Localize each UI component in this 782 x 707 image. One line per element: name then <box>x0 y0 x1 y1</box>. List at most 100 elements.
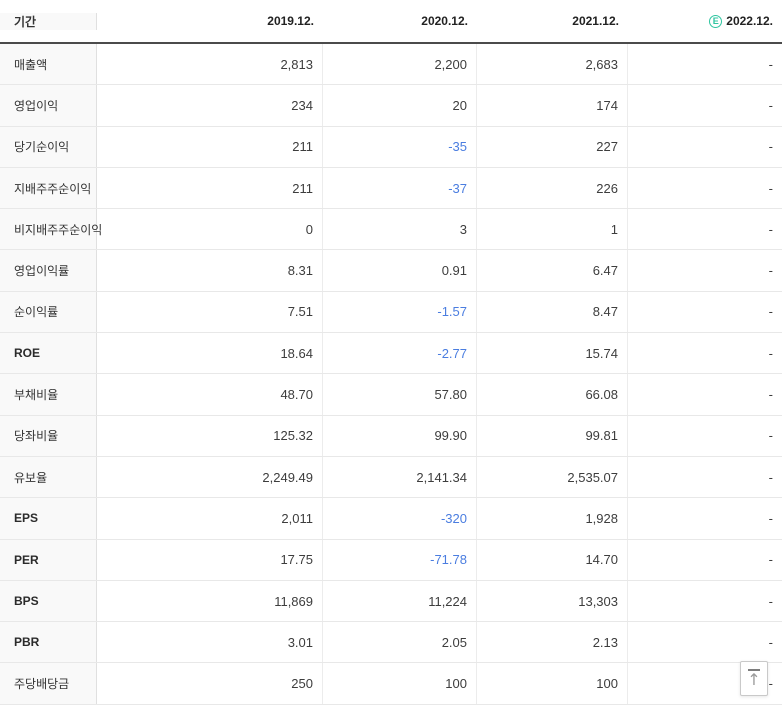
cell-value: 11,869 <box>97 580 323 622</box>
row-label: 주당배당금 <box>0 663 97 704</box>
row-label: 당기순이익 <box>0 126 97 167</box>
cell-value: 250 <box>97 663 323 704</box>
cell-value: 1,928 <box>477 498 628 539</box>
cell-value: -1.57 <box>323 291 477 333</box>
row-label: ROE <box>0 333 97 374</box>
row-label: BPS <box>0 580 97 622</box>
row-label: 순이익률 <box>0 291 97 333</box>
row-label: 부채비율 <box>0 374 97 415</box>
cell-value: -37 <box>323 167 477 209</box>
table-row: 유보율 2,249.49 2,141.34 2,535.07 - <box>0 456 782 499</box>
column-header-2020-12: 2020.12. <box>421 14 468 28</box>
cell-value: 174 <box>477 85 628 126</box>
cell-value: - <box>768 634 773 650</box>
table-row: 주당배당금 250 100 100 - <box>0 663 782 705</box>
cell-value: 7.51 <box>97 291 323 333</box>
top-bar-icon <box>748 669 760 671</box>
cell-value: - <box>768 387 773 403</box>
cell-value: -35 <box>323 126 477 167</box>
cell-value: 48.70 <box>97 374 323 415</box>
cell-value: -71.78 <box>323 539 477 580</box>
cell-value: 57.80 <box>323 374 477 415</box>
cell-value: 100 <box>323 663 477 704</box>
column-header-2022-12-label: 2022.12. <box>726 14 773 28</box>
cell-value: 100 <box>477 663 628 704</box>
cell-value: 2,249.49 <box>97 456 323 498</box>
cell-value: 2,813 <box>97 44 323 85</box>
cell-value: - <box>768 263 773 279</box>
cell-value: 125.32 <box>97 415 323 456</box>
cell-value: 2,535.07 <box>477 456 628 498</box>
table-row: 영업이익률 8.31 0.91 6.47 - <box>0 250 782 292</box>
cell-value: 0 <box>97 209 323 250</box>
cell-value: 226 <box>477 167 628 209</box>
row-label: 영업이익률 <box>0 250 97 291</box>
cell-value: 17.75 <box>97 539 323 580</box>
column-header-2019-12: 2019.12. <box>267 14 314 28</box>
cell-value: - <box>768 593 773 609</box>
row-label: 지배주주순이익 <box>0 167 97 209</box>
cell-value: - <box>768 97 773 113</box>
cell-value: - <box>768 676 773 692</box>
table-row: BPS 11,869 11,224 13,303 - <box>0 580 782 623</box>
scroll-to-top-button[interactable]: ↑ <box>740 661 768 696</box>
up-arrow-icon: ↑ <box>747 670 761 689</box>
table-row: EPS 2,011 -320 1,928 - <box>0 498 782 540</box>
period-column-header: 기간 <box>0 12 97 30</box>
cell-value: 2,011 <box>97 498 323 539</box>
cell-value: 2,683 <box>477 44 628 85</box>
cell-value: - <box>768 428 773 444</box>
row-label: PBR <box>0 622 97 663</box>
cell-value: 99.81 <box>477 415 628 456</box>
cell-value: 14.70 <box>477 539 628 580</box>
row-label: 유보율 <box>0 456 97 498</box>
cell-value: 18.64 <box>97 333 323 374</box>
cell-value: 211 <box>97 126 323 167</box>
table-row: 부채비율 48.70 57.80 66.08 - <box>0 374 782 416</box>
row-label: 영업이익 <box>0 85 97 126</box>
cell-value: - <box>768 510 773 526</box>
row-label: 당좌비율 <box>0 415 97 456</box>
cell-value: 3.01 <box>97 622 323 663</box>
cell-value: -320 <box>323 498 477 539</box>
cell-value: 0.91 <box>323 250 477 291</box>
table-row: 순이익률 7.51 -1.57 8.47 - <box>0 291 782 334</box>
row-label: 비지배주주순이익 <box>0 209 102 250</box>
cell-value: 15.74 <box>477 333 628 374</box>
cell-value: - <box>768 139 773 155</box>
table-row: 영업이익 234 20 174 - <box>0 85 782 127</box>
cell-value: 99.90 <box>323 415 477 456</box>
column-header-2021-12: 2021.12. <box>572 14 619 28</box>
cell-value: - <box>768 469 773 485</box>
cell-value: 227 <box>477 126 628 167</box>
cell-value: 2.13 <box>477 622 628 663</box>
estimate-badge-icon: E <box>709 14 723 28</box>
cell-value: - <box>768 345 773 361</box>
row-label: 매출액 <box>0 44 97 85</box>
cell-value: 234 <box>97 85 323 126</box>
cell-value: 211 <box>97 167 323 209</box>
cell-value: 20 <box>323 85 477 126</box>
cell-value: 3 <box>323 209 477 250</box>
cell-value: 8.31 <box>97 250 323 291</box>
cell-value: 11,224 <box>323 580 477 622</box>
cell-value: 13,303 <box>477 580 628 622</box>
table-row: PBR 3.01 2.05 2.13 - <box>0 622 782 664</box>
cell-value: 1 <box>477 209 628 250</box>
table-row: 비지배주주순이익 0 3 1 - <box>0 209 782 251</box>
cell-value: - <box>768 552 773 568</box>
row-label: PER <box>0 539 97 580</box>
cell-value: - <box>768 56 773 72</box>
cell-value: 2,141.34 <box>323 456 477 498</box>
table-header-row: 기간 2019.12. 2020.12. 2021.12. E 2022.12. <box>0 0 782 44</box>
table-row: ROE 18.64 -2.77 15.74 - <box>0 333 782 375</box>
cell-value: 2.05 <box>323 622 477 663</box>
table-row: 당기순이익 211 -35 227 - <box>0 126 782 168</box>
cell-value: - <box>768 180 773 196</box>
cell-value: 6.47 <box>477 250 628 291</box>
cell-value: -2.77 <box>323 333 477 374</box>
table-row: PER 17.75 -71.78 14.70 - <box>0 539 782 581</box>
cell-value: 66.08 <box>477 374 628 415</box>
row-label: EPS <box>0 498 97 539</box>
cell-value: 2,200 <box>323 44 477 85</box>
